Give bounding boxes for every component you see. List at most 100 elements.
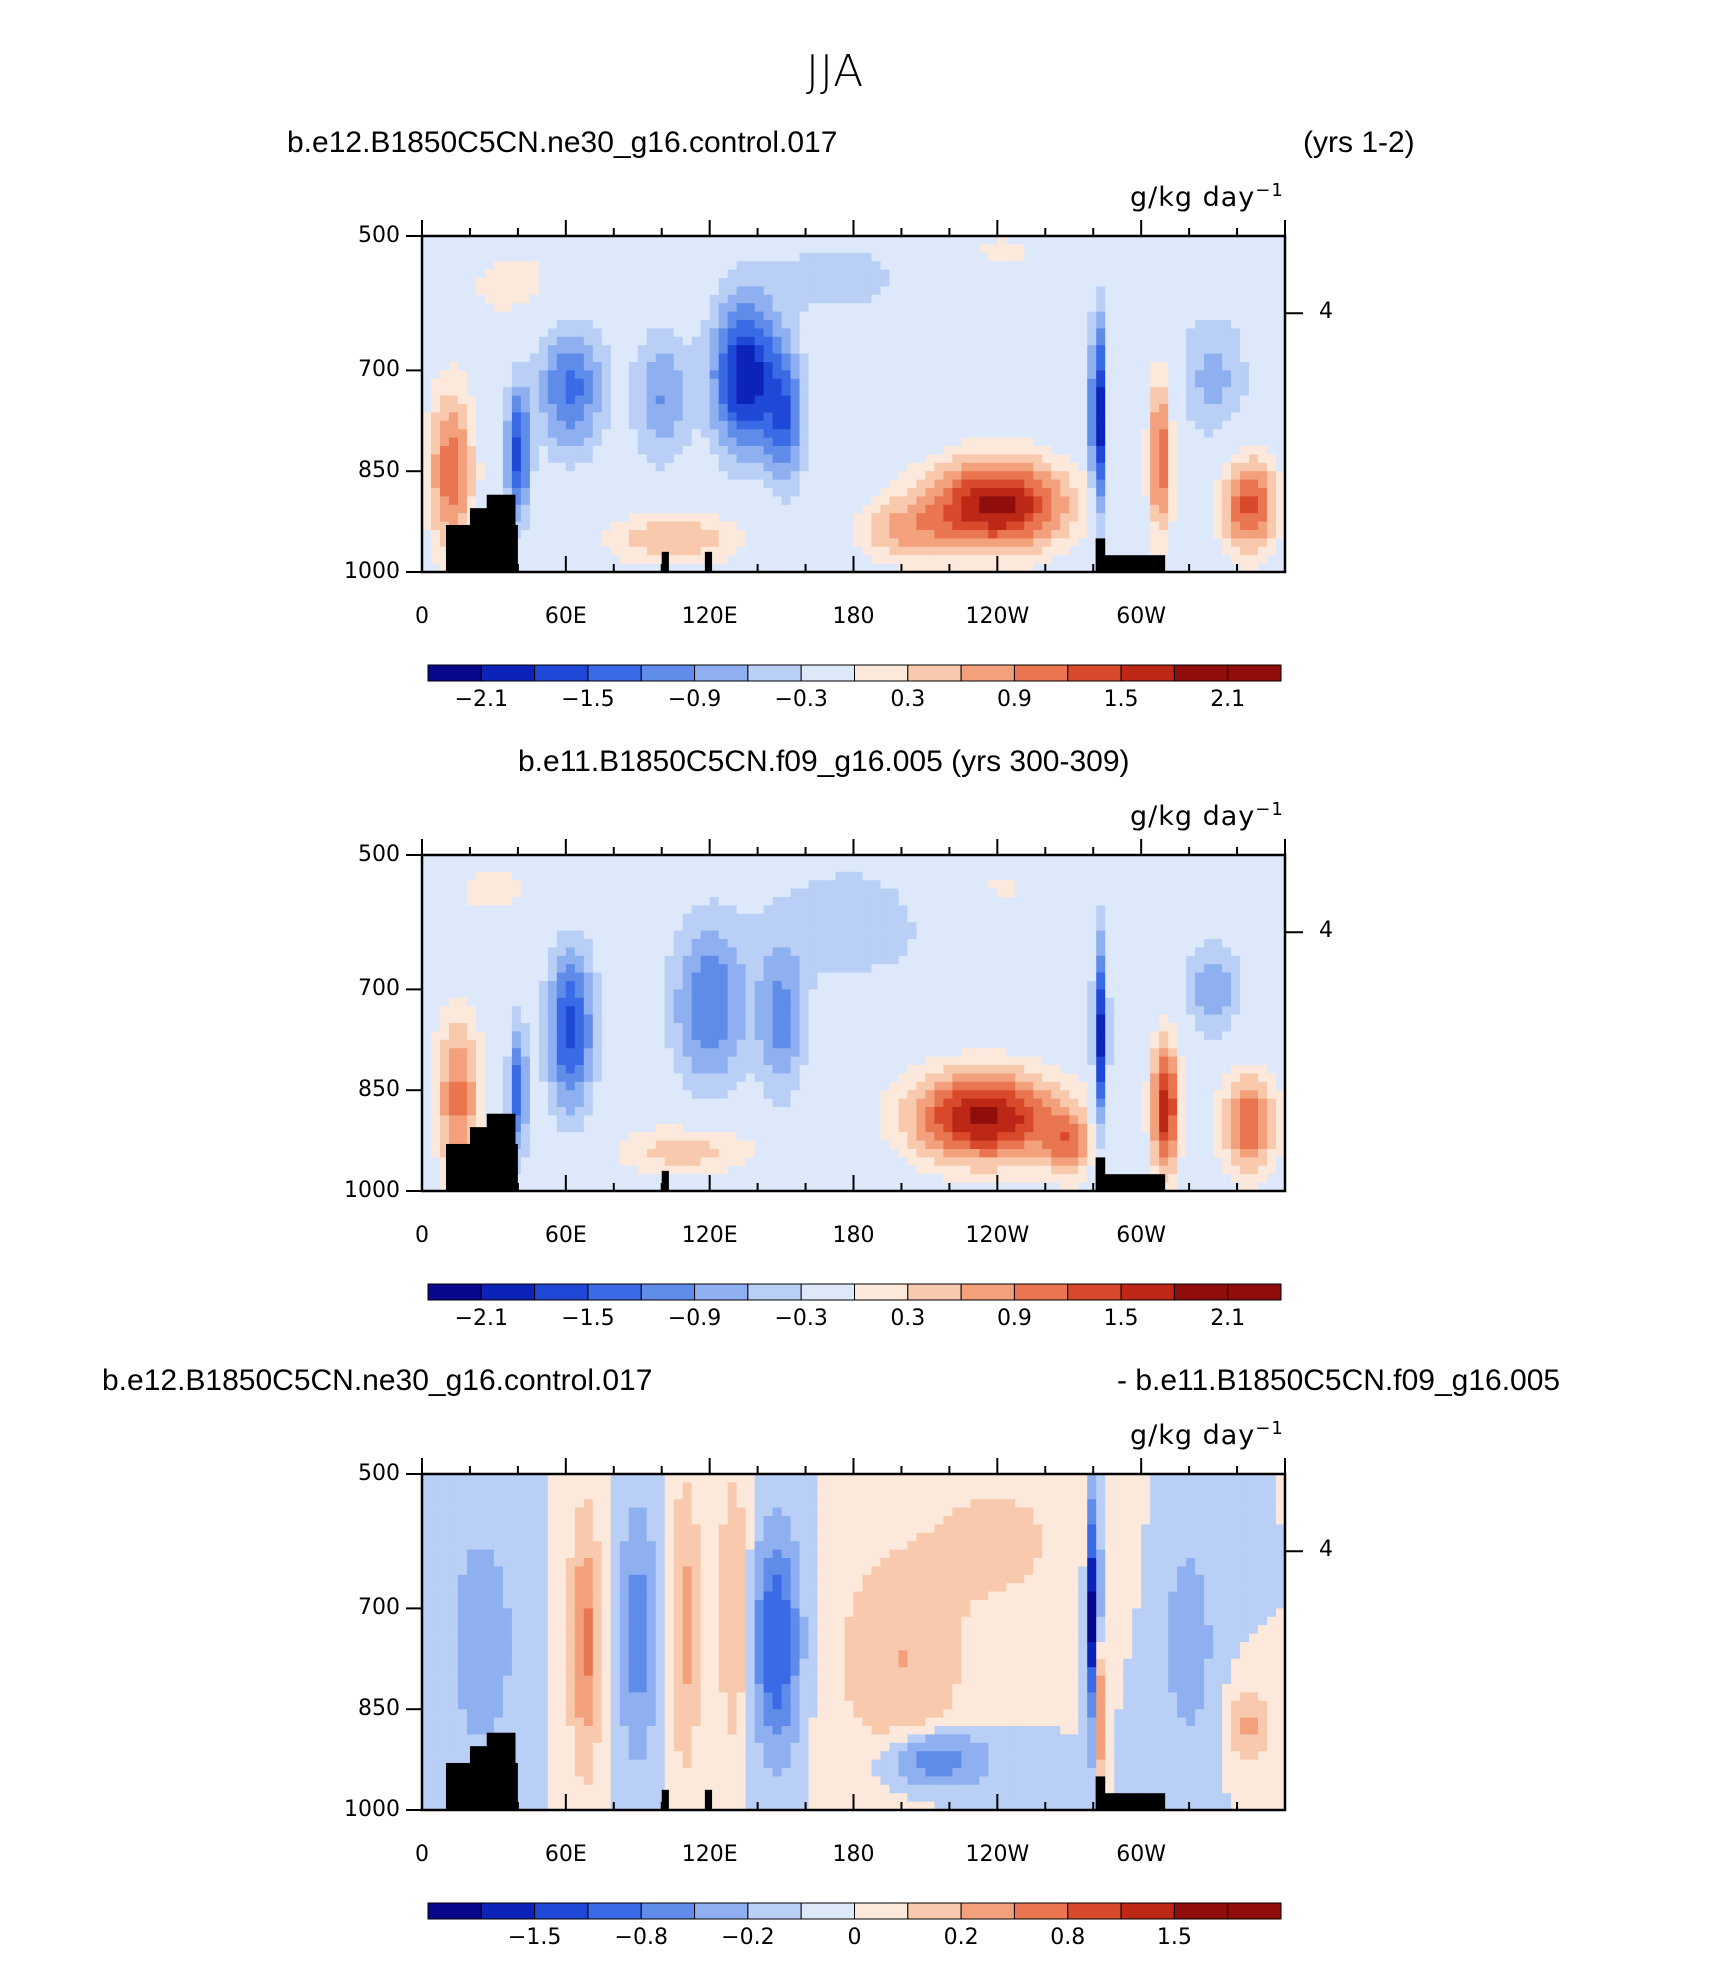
heatmap-cell xyxy=(817,244,828,254)
heatmap-cell xyxy=(880,378,891,388)
heatmap-cell xyxy=(511,1014,522,1024)
heatmap-cell xyxy=(547,555,558,565)
heatmap-cell xyxy=(1096,244,1106,254)
heatmap-cell xyxy=(727,395,738,405)
heatmap-cell xyxy=(1114,395,1124,405)
heatmap-cell xyxy=(637,855,648,864)
heatmap-cell xyxy=(1204,496,1214,506)
heatmap-cell xyxy=(1114,488,1124,497)
heatmap-cell xyxy=(610,294,621,304)
heatmap-cell xyxy=(916,446,927,455)
heatmap-cell xyxy=(736,362,747,371)
heatmap-cell xyxy=(997,471,1007,481)
heatmap-cell xyxy=(718,479,729,489)
heatmap-cell xyxy=(1267,362,1277,371)
heatmap-cell xyxy=(871,555,882,565)
heatmap-cell xyxy=(979,471,989,481)
heatmap-cell xyxy=(1105,236,1115,245)
heatmap-cell xyxy=(718,387,729,397)
heatmap-cell xyxy=(556,1174,567,1184)
heatmap-cell xyxy=(1096,336,1106,346)
heatmap-cell xyxy=(511,955,522,965)
heatmap-cell xyxy=(529,905,540,915)
heatmap-cell xyxy=(1096,454,1106,464)
heatmap-cell xyxy=(583,320,594,329)
heatmap-cell xyxy=(727,446,738,455)
heatmap-cell xyxy=(430,981,441,990)
heatmap-cell xyxy=(889,261,900,271)
heatmap-cell xyxy=(1123,404,1133,413)
heatmap-cell xyxy=(709,521,720,531)
heatmap-cell xyxy=(529,1065,540,1074)
heatmap-cell xyxy=(1033,479,1043,489)
heatmap-cell xyxy=(1267,496,1277,506)
heatmap-cell xyxy=(565,328,576,338)
heatmap-cell xyxy=(709,546,720,556)
heatmap-cell xyxy=(754,236,765,245)
heatmap-cell xyxy=(592,1023,603,1032)
heatmap-cell xyxy=(808,404,819,413)
heatmap-cell xyxy=(628,1031,639,1041)
heatmap-cell xyxy=(511,261,522,271)
heatmap-cell xyxy=(574,278,585,287)
heatmap-cell xyxy=(1195,446,1205,455)
heatmap-cell xyxy=(1006,311,1016,321)
heatmap-cell xyxy=(538,1065,549,1074)
panel1-run-right: (yrs 1-2) xyxy=(1303,126,1415,159)
heatmap-cell xyxy=(1123,513,1133,523)
heatmap-cell xyxy=(1069,303,1079,313)
heatmap-cell xyxy=(538,905,549,915)
heatmap-cell xyxy=(619,546,630,556)
heatmap-cell xyxy=(637,1065,648,1074)
heatmap-cell xyxy=(1222,521,1232,531)
colorbar-tick-label: 1.5 xyxy=(1103,687,1139,712)
heatmap-cell xyxy=(475,303,486,313)
heatmap-cell xyxy=(934,395,944,405)
heatmap-cell xyxy=(691,513,702,523)
heatmap-cell xyxy=(934,378,944,388)
heatmap-cell xyxy=(538,1081,549,1091)
heatmap-cell xyxy=(502,913,513,923)
heatmap-cell xyxy=(547,353,558,363)
heatmap-cell xyxy=(808,370,819,380)
heatmap-cell xyxy=(961,446,971,455)
heatmap-cell xyxy=(970,362,980,371)
heatmap-cell xyxy=(682,471,693,481)
heatmap-cell xyxy=(1159,252,1169,262)
heatmap-cell xyxy=(493,1006,504,1016)
heatmap-cell xyxy=(979,278,989,287)
heatmap-cell xyxy=(529,446,540,455)
heatmap-cell xyxy=(1276,395,1286,405)
heatmap-cell xyxy=(583,521,594,531)
heatmap-cell xyxy=(493,303,504,313)
heatmap-cell xyxy=(1258,462,1268,472)
heatmap-cell xyxy=(844,278,855,287)
heatmap-cell xyxy=(916,479,927,489)
heatmap-cell xyxy=(448,362,459,371)
heatmap-cell xyxy=(808,387,819,397)
heatmap-cell xyxy=(520,303,531,313)
heatmap-cell xyxy=(538,997,549,1007)
heatmap-cell xyxy=(619,922,630,932)
heatmap-cell xyxy=(637,905,648,915)
heatmap-cell xyxy=(1240,471,1250,481)
heatmap-cell xyxy=(484,320,495,329)
heatmap-cell xyxy=(835,244,846,254)
heatmap-cell xyxy=(556,530,567,539)
heatmap-cell xyxy=(1069,488,1079,497)
heatmap-cell xyxy=(1186,320,1196,329)
heatmap-cell xyxy=(1276,530,1286,539)
heatmap-cell xyxy=(592,294,603,304)
heatmap-cell xyxy=(448,1039,459,1049)
heatmap-cell xyxy=(448,320,459,329)
heatmap-cell xyxy=(709,353,720,363)
heatmap-cell xyxy=(907,462,918,472)
heatmap-cell xyxy=(1213,462,1223,472)
heatmap-cell xyxy=(1231,286,1241,296)
heatmap-cell xyxy=(484,955,495,965)
heatmap-cell xyxy=(673,521,684,531)
heatmap-cell xyxy=(574,496,585,506)
heatmap-cell xyxy=(1195,236,1205,245)
heatmap-cell xyxy=(916,488,927,497)
heatmap-cell xyxy=(430,513,441,523)
